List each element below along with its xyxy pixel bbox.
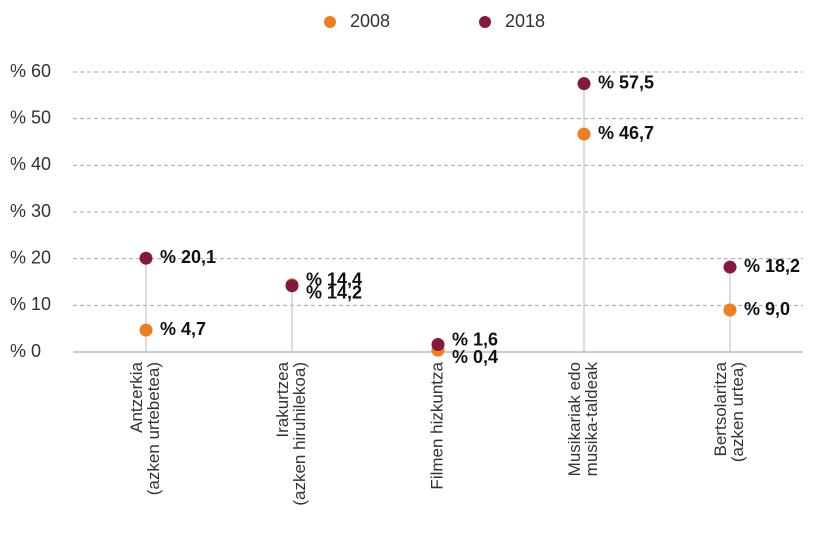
x-tick-label: Antzerkia — [127, 361, 146, 432]
legend-marker — [324, 16, 336, 28]
x-tick-label: Filmen hizkuntza — [427, 361, 446, 489]
data-label: % 20,1 — [160, 247, 216, 267]
x-tick-label: (azken urtebetea) — [144, 362, 163, 495]
data-label: % 14,2 — [306, 282, 362, 302]
dot — [285, 279, 299, 293]
y-tick-label: % 30 — [10, 201, 51, 221]
dot — [723, 303, 737, 317]
data-label: % 1,6 — [452, 329, 498, 349]
dot — [139, 251, 153, 265]
y-tick-label: % 50 — [10, 107, 51, 127]
x-tick-label: (azken hiruhilekoa) — [290, 362, 309, 506]
data-label: % 14,4 — [306, 270, 362, 290]
y-tick-label: % 20 — [10, 247, 51, 267]
y-tick-label: % 60 — [10, 61, 51, 81]
legend-label: 2008 — [350, 11, 390, 31]
x-tick-label: (azken urtea) — [728, 362, 747, 462]
x-tick-label: Irakurtzea — [273, 361, 292, 437]
dot — [431, 338, 445, 352]
data-label: % 46,7 — [598, 123, 654, 143]
legend-marker — [479, 16, 491, 28]
dot — [577, 77, 591, 91]
y-tick-label: % 40 — [10, 154, 51, 174]
legend-label: 2018 — [505, 11, 545, 31]
dot — [139, 323, 153, 337]
dot — [723, 260, 737, 274]
data-label: % 18,2 — [744, 256, 800, 276]
x-tick-label: musika-taldeak — [582, 362, 601, 477]
dot — [577, 127, 591, 141]
data-label: % 57,5 — [598, 72, 654, 92]
data-label: % 0,4 — [452, 347, 498, 367]
y-tick-label: % 0 — [10, 341, 41, 361]
x-tick-label: Musikariak edo — [565, 362, 584, 476]
data-label: % 4,7 — [160, 319, 206, 339]
y-tick-label: % 10 — [10, 294, 51, 314]
data-label: % 9,0 — [744, 299, 790, 319]
x-tick-label: Bertsolaritza — [711, 361, 730, 456]
